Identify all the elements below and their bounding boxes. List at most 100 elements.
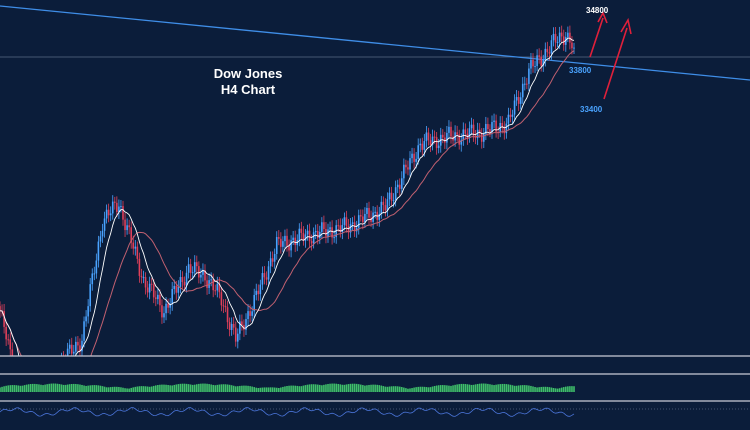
histogram-bar xyxy=(476,383,479,392)
candle-body xyxy=(366,207,368,214)
candle-body xyxy=(308,230,311,242)
histogram-bar xyxy=(392,386,395,392)
histogram-bar xyxy=(114,386,116,392)
histogram-bar xyxy=(62,384,65,392)
candle-body xyxy=(398,184,401,189)
candle-body xyxy=(310,241,313,244)
histogram-bar xyxy=(511,385,514,392)
histogram-bar xyxy=(13,385,16,392)
histogram-bar xyxy=(17,385,20,392)
target-label-34800: 34800 xyxy=(586,6,609,15)
histogram-bar xyxy=(58,384,61,392)
candle-body xyxy=(253,294,255,312)
candle-body xyxy=(159,294,161,306)
candle-body xyxy=(148,283,151,293)
candle-body xyxy=(565,37,567,45)
histogram-bar xyxy=(210,384,212,392)
histogram-bar xyxy=(472,384,475,392)
candle-body xyxy=(286,235,288,246)
histogram-bar xyxy=(228,384,231,392)
candle-body xyxy=(542,59,545,66)
histogram-bar xyxy=(171,385,173,392)
candle-body xyxy=(337,225,340,227)
candle-body xyxy=(230,323,233,330)
candle-body xyxy=(536,55,538,67)
candle-body xyxy=(89,284,91,307)
candle-body xyxy=(3,310,5,327)
histogram-bar xyxy=(468,384,471,392)
candle-body xyxy=(218,283,221,293)
histogram-bar xyxy=(380,385,383,392)
candle-body xyxy=(7,339,9,341)
histogram-bar xyxy=(239,385,241,392)
histogram-bar xyxy=(5,385,7,392)
candle-body xyxy=(573,47,575,49)
candle-body xyxy=(206,280,208,288)
candle-body xyxy=(360,215,362,217)
candle-body xyxy=(294,237,296,246)
histogram-bar xyxy=(150,386,153,392)
candle-body xyxy=(458,134,460,145)
histogram-bar xyxy=(329,383,331,392)
histogram-bar xyxy=(38,384,40,392)
descending-trendline xyxy=(0,5,750,81)
histogram-bar xyxy=(271,387,274,392)
candle-body xyxy=(517,97,520,104)
candle-body xyxy=(380,201,383,214)
histogram-bar xyxy=(196,384,198,392)
histogram-bar xyxy=(251,386,253,392)
candle-body xyxy=(177,286,180,293)
histogram-bar xyxy=(524,385,526,392)
histogram-bar xyxy=(128,388,130,392)
histogram-bar xyxy=(337,383,340,392)
histogram-bar xyxy=(206,383,208,392)
candle-body xyxy=(378,213,381,220)
histogram-bar xyxy=(247,385,249,392)
histogram-bar xyxy=(52,383,55,392)
candle-body xyxy=(75,341,77,352)
candle-body xyxy=(234,327,237,342)
candle-body xyxy=(187,264,190,273)
candle-body xyxy=(103,218,106,231)
candle-body xyxy=(273,253,276,262)
candle-body xyxy=(532,59,534,67)
histogram-bar xyxy=(0,387,1,392)
histogram-bar xyxy=(497,384,499,392)
candle-body xyxy=(472,124,475,136)
candle-body xyxy=(185,272,188,286)
histogram-bar xyxy=(300,386,303,392)
histogram-bar xyxy=(79,384,81,392)
histogram-bar xyxy=(327,383,329,392)
histogram-bar xyxy=(296,385,299,392)
histogram-bar xyxy=(364,385,366,392)
candle-body xyxy=(267,266,270,280)
candle-body xyxy=(396,184,399,188)
histogram-bar xyxy=(237,386,239,392)
histogram-bar xyxy=(282,386,284,392)
histogram-bar xyxy=(466,384,469,392)
histogram-bar xyxy=(405,388,407,392)
moving-averages xyxy=(0,37,575,411)
histogram-bar xyxy=(85,385,87,392)
candle-body xyxy=(442,134,444,138)
candle-body xyxy=(435,137,438,149)
histogram-bar xyxy=(169,385,171,392)
candle-body xyxy=(534,66,536,68)
histogram-bar xyxy=(220,384,223,392)
histogram-bar xyxy=(208,384,210,392)
candle-body xyxy=(275,237,278,254)
histogram-bar xyxy=(165,384,167,392)
histogram-bar xyxy=(415,387,417,392)
histogram-bar xyxy=(530,385,532,392)
candle-body xyxy=(116,202,118,212)
candle-body xyxy=(355,227,358,232)
histogram-bar xyxy=(439,385,442,392)
histogram-bar xyxy=(111,386,114,392)
candle-body xyxy=(349,223,352,233)
histogram-bar xyxy=(478,383,481,392)
candle-body xyxy=(120,206,122,208)
candle-body xyxy=(212,279,214,291)
histogram-bar xyxy=(413,387,415,392)
histogram-bar xyxy=(495,384,497,392)
histogram-bar xyxy=(487,383,489,392)
